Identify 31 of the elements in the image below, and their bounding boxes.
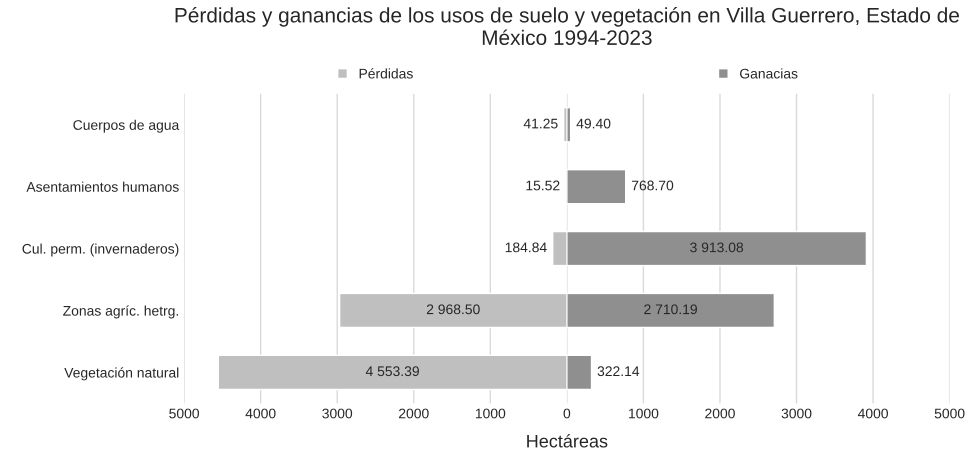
x-tick-label: 4000 <box>246 408 276 418</box>
y-tick-label: Asentamientos humanos <box>26 182 179 192</box>
data-label: 322.14 <box>598 366 640 376</box>
data-label: 4 553.39 <box>366 366 419 376</box>
x-tick-label: 5000 <box>934 408 965 418</box>
x-tick-label: 4000 <box>858 408 888 418</box>
x-tick-label: 1000 <box>476 408 506 418</box>
y-tick-label: Cuerpos de agua <box>73 120 180 133</box>
data-label: 2 710.19 <box>644 304 697 314</box>
bar <box>566 168 626 204</box>
data-label: 49.40 <box>576 118 610 128</box>
data-label: 3 913.08 <box>690 242 744 252</box>
y-tick-label: Zonas agríc. hetrg. <box>63 305 178 318</box>
data-label: 15.52 <box>526 180 560 190</box>
x-axis-title: Hectáreas <box>527 434 608 448</box>
data-label: 768.70 <box>632 180 674 190</box>
y-tick-label: Cul. perm. (invernaderos) <box>22 244 178 256</box>
data-label: 41.25 <box>524 118 558 128</box>
x-tick-label: 0 <box>564 408 570 418</box>
x-tick-label: 3000 <box>782 408 812 418</box>
chart-title: Pérdidas y ganancias de los usos de suelo y vegetación en Villa Guerrero, Estado de México 1994-2023 <box>176 7 959 46</box>
legend-label: Pérdidas <box>360 68 413 79</box>
legend-label: Ganacias <box>740 68 798 79</box>
data-label: 2 968.50 <box>426 304 480 314</box>
x-tick-label: 5000 <box>169 408 200 418</box>
x-tick-label: 3000 <box>322 408 352 418</box>
x-tick-label: 2000 <box>705 408 735 418</box>
y-tick-label: Vegetación natural <box>64 367 178 380</box>
x-tick-label: 1000 <box>629 408 658 418</box>
data-label: 184.84 <box>506 242 547 252</box>
x-tick-label: 2000 <box>399 408 429 418</box>
